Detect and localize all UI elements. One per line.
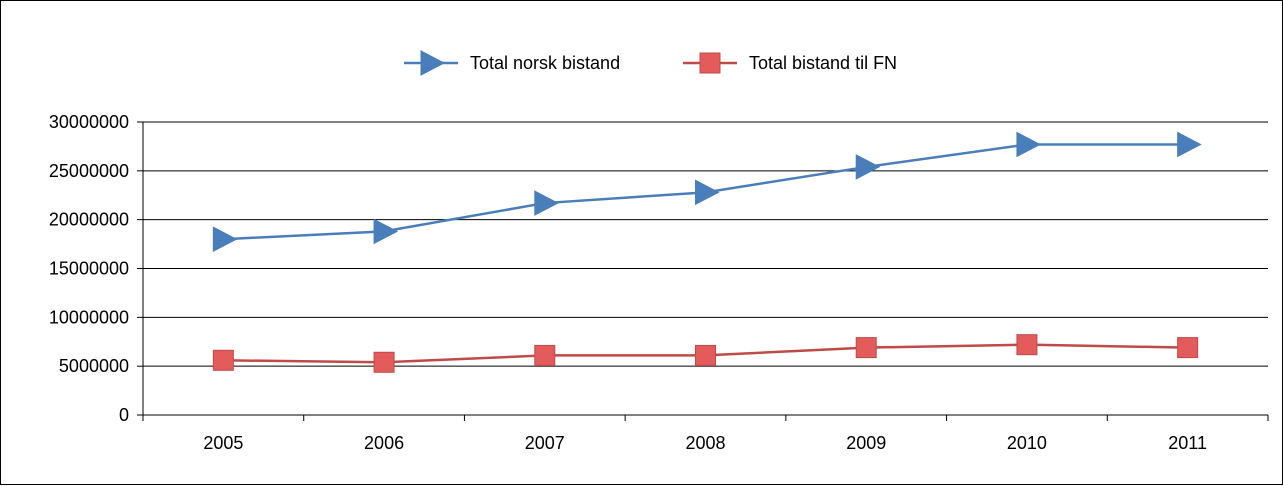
- series-1: [212, 131, 1202, 253]
- x-tick-label: 2008: [685, 433, 725, 453]
- series-group: [212, 131, 1202, 373]
- legend: Total norsk bistand Total bistand til FN: [404, 50, 897, 76]
- data-point: [1177, 131, 1202, 158]
- gridlines: [143, 121, 1268, 367]
- y-tick-label: 0: [119, 405, 129, 425]
- x-tick-label: 2009: [846, 433, 886, 453]
- y-axis-tick-labels: 0 5000000 10000000 15000000 20000000 25000000…: [49, 112, 129, 425]
- data-point: [695, 344, 716, 366]
- legend-marker: [420, 50, 446, 76]
- data-point: [855, 337, 877, 359]
- x-tick-label: 2010: [1007, 433, 1047, 453]
- data-point: [1177, 337, 1199, 359]
- x-tick-label: 2011: [1168, 433, 1207, 453]
- legend-marker: [699, 52, 721, 74]
- y-tick-label: 10000000: [49, 307, 129, 327]
- x-tick-label: 2005: [203, 433, 243, 453]
- y-tick-label: 20000000: [49, 210, 129, 230]
- legend-label: Total norsk bistand: [470, 53, 620, 73]
- data-point: [534, 344, 556, 366]
- data-point: [373, 218, 399, 245]
- y-tick-label: 30000000: [49, 112, 129, 132]
- axes: [137, 121, 1269, 421]
- data-point: [212, 226, 238, 253]
- data-point: [373, 351, 395, 373]
- data-point: [534, 190, 559, 216]
- y-tick-label: 25000000: [49, 161, 129, 181]
- legend-item: Total bistand til FN: [683, 52, 897, 74]
- legend-item: Total norsk bistand: [404, 50, 620, 76]
- data-point: [695, 179, 720, 206]
- x-tick-label: 2006: [364, 433, 404, 453]
- x-axis-tick-labels: 2005 2006 2007 2008 2009 2010 2011: [203, 433, 1207, 453]
- data-point: [855, 154, 881, 180]
- y-tick-label: 5000000: [59, 356, 129, 376]
- y-tick-label: 15000000: [49, 259, 129, 279]
- x-tick-label: 2007: [525, 433, 565, 453]
- data-point: [212, 349, 234, 371]
- series-2: [212, 334, 1199, 373]
- data-point: [1016, 131, 1042, 158]
- legend-label: Total bistand til FN: [749, 53, 897, 73]
- data-point: [1016, 334, 1038, 356]
